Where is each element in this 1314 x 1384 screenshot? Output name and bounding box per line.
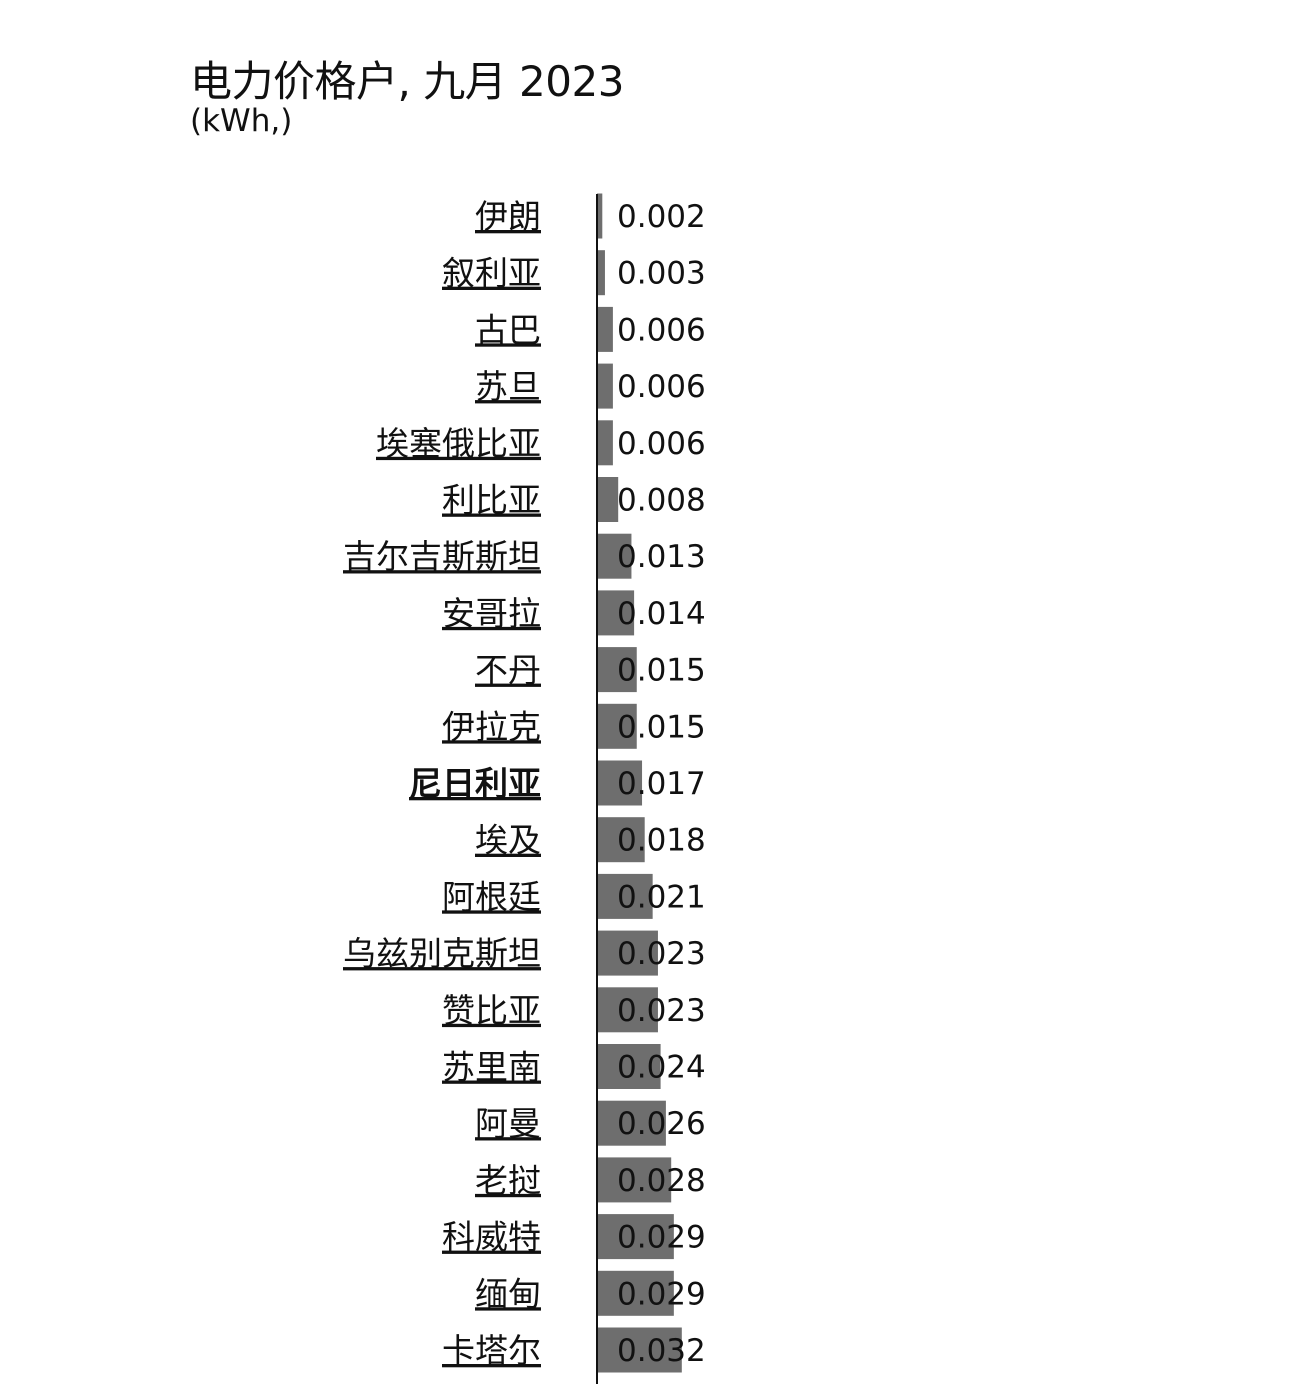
category-link-6[interactable]: 吉尔吉斯斯坦 [343, 537, 541, 576]
category-link-11[interactable]: 埃及 [475, 821, 541, 860]
bar-2 [597, 306, 613, 352]
value-label-13: 0.023 [617, 936, 706, 972]
category-link-9[interactable]: 伊拉克 [442, 707, 541, 746]
value-label-17: 0.028 [617, 1163, 706, 1199]
value-label-19: 0.029 [617, 1276, 706, 1312]
bar-18 [597, 1214, 674, 1260]
value-label-6: 0.013 [617, 539, 706, 575]
category-link-14[interactable]: 赞比亚 [442, 991, 541, 1030]
bar-6 [597, 533, 632, 579]
category-link-2[interactable]: 古巴 [475, 310, 541, 349]
value-label-3: 0.006 [617, 369, 706, 405]
bar-15 [597, 1044, 661, 1089]
value-label-4: 0.006 [617, 426, 706, 462]
category-link-13[interactable]: 乌兹别克斯坦 [343, 934, 541, 973]
value-label-14: 0.023 [617, 993, 706, 1029]
category-link-10[interactable]: 尼日利亚 [409, 764, 541, 803]
value-label-0: 0.002 [617, 199, 706, 235]
category-link-17[interactable]: 老挝 [475, 1161, 541, 1200]
category-link-20[interactable]: 卡塔尔 [442, 1331, 541, 1370]
value-label-8: 0.015 [617, 653, 706, 689]
bars-layer [597, 193, 682, 1373]
value-labels-layer: 0.002 0.003 0.006 0.006 0.006 0.008 0.013 0.014… [617, 199, 706, 1369]
category-link-16[interactable]: 阿曼 [475, 1104, 541, 1143]
bar-0 [597, 193, 603, 239]
value-label-16: 0.026 [617, 1106, 706, 1142]
bar-7 [597, 590, 635, 636]
bar-4 [597, 420, 613, 466]
category-link-7[interactable]: 安哥拉 [442, 594, 541, 633]
bar-17 [597, 1157, 672, 1203]
value-label-7: 0.014 [617, 596, 706, 632]
category-link-0[interactable]: 伊朗 [475, 197, 541, 236]
bar-8 [597, 647, 637, 693]
value-label-18: 0.029 [617, 1220, 706, 1256]
bar-11 [597, 817, 645, 863]
value-label-20: 0.032 [617, 1333, 706, 1369]
bar-12 [597, 873, 653, 919]
value-label-10: 0.017 [617, 766, 706, 802]
value-label-15: 0.024 [617, 1050, 706, 1086]
category-link-4[interactable]: 埃塞俄比亚 [376, 424, 541, 463]
bar-14 [597, 987, 658, 1033]
bar-13 [597, 930, 658, 976]
value-label-2: 0.006 [617, 312, 706, 348]
value-label-12: 0.021 [617, 879, 706, 915]
value-label-9: 0.015 [617, 709, 706, 745]
category-link-5[interactable]: 利比亚 [442, 481, 541, 520]
bar-20 [597, 1327, 682, 1373]
bar-10 [597, 760, 643, 806]
bar-3 [597, 363, 613, 409]
chart-title: 电力价格户, 九月 2023 [190, 57, 624, 106]
chart-subtitle: (kWh,) [190, 103, 293, 139]
bar-19 [597, 1270, 674, 1316]
category-labels-layer: 伊朗叙利亚古巴苏旦埃塞俄比亚利比亚吉尔吉斯斯坦安哥拉不丹伊拉克尼日利亚埃及阿根廷… [343, 197, 541, 1370]
bar-9 [597, 703, 637, 749]
category-link-12[interactable]: 阿根廷 [442, 877, 541, 916]
value-label-1: 0.003 [617, 256, 706, 292]
category-link-3[interactable]: 苏旦 [475, 367, 541, 406]
bar-5 [597, 477, 619, 522]
category-link-15[interactable]: 苏里南 [442, 1048, 541, 1087]
category-link-19[interactable]: 缅甸 [475, 1274, 541, 1313]
value-label-11: 0.018 [617, 823, 706, 859]
bar-1 [597, 250, 605, 296]
value-label-5: 0.008 [617, 483, 706, 519]
bar-16 [597, 1100, 666, 1146]
category-link-18[interactable]: 科威特 [442, 1218, 541, 1257]
category-link-1[interactable]: 叙利亚 [442, 254, 541, 293]
category-link-8[interactable]: 不丹 [475, 651, 541, 690]
